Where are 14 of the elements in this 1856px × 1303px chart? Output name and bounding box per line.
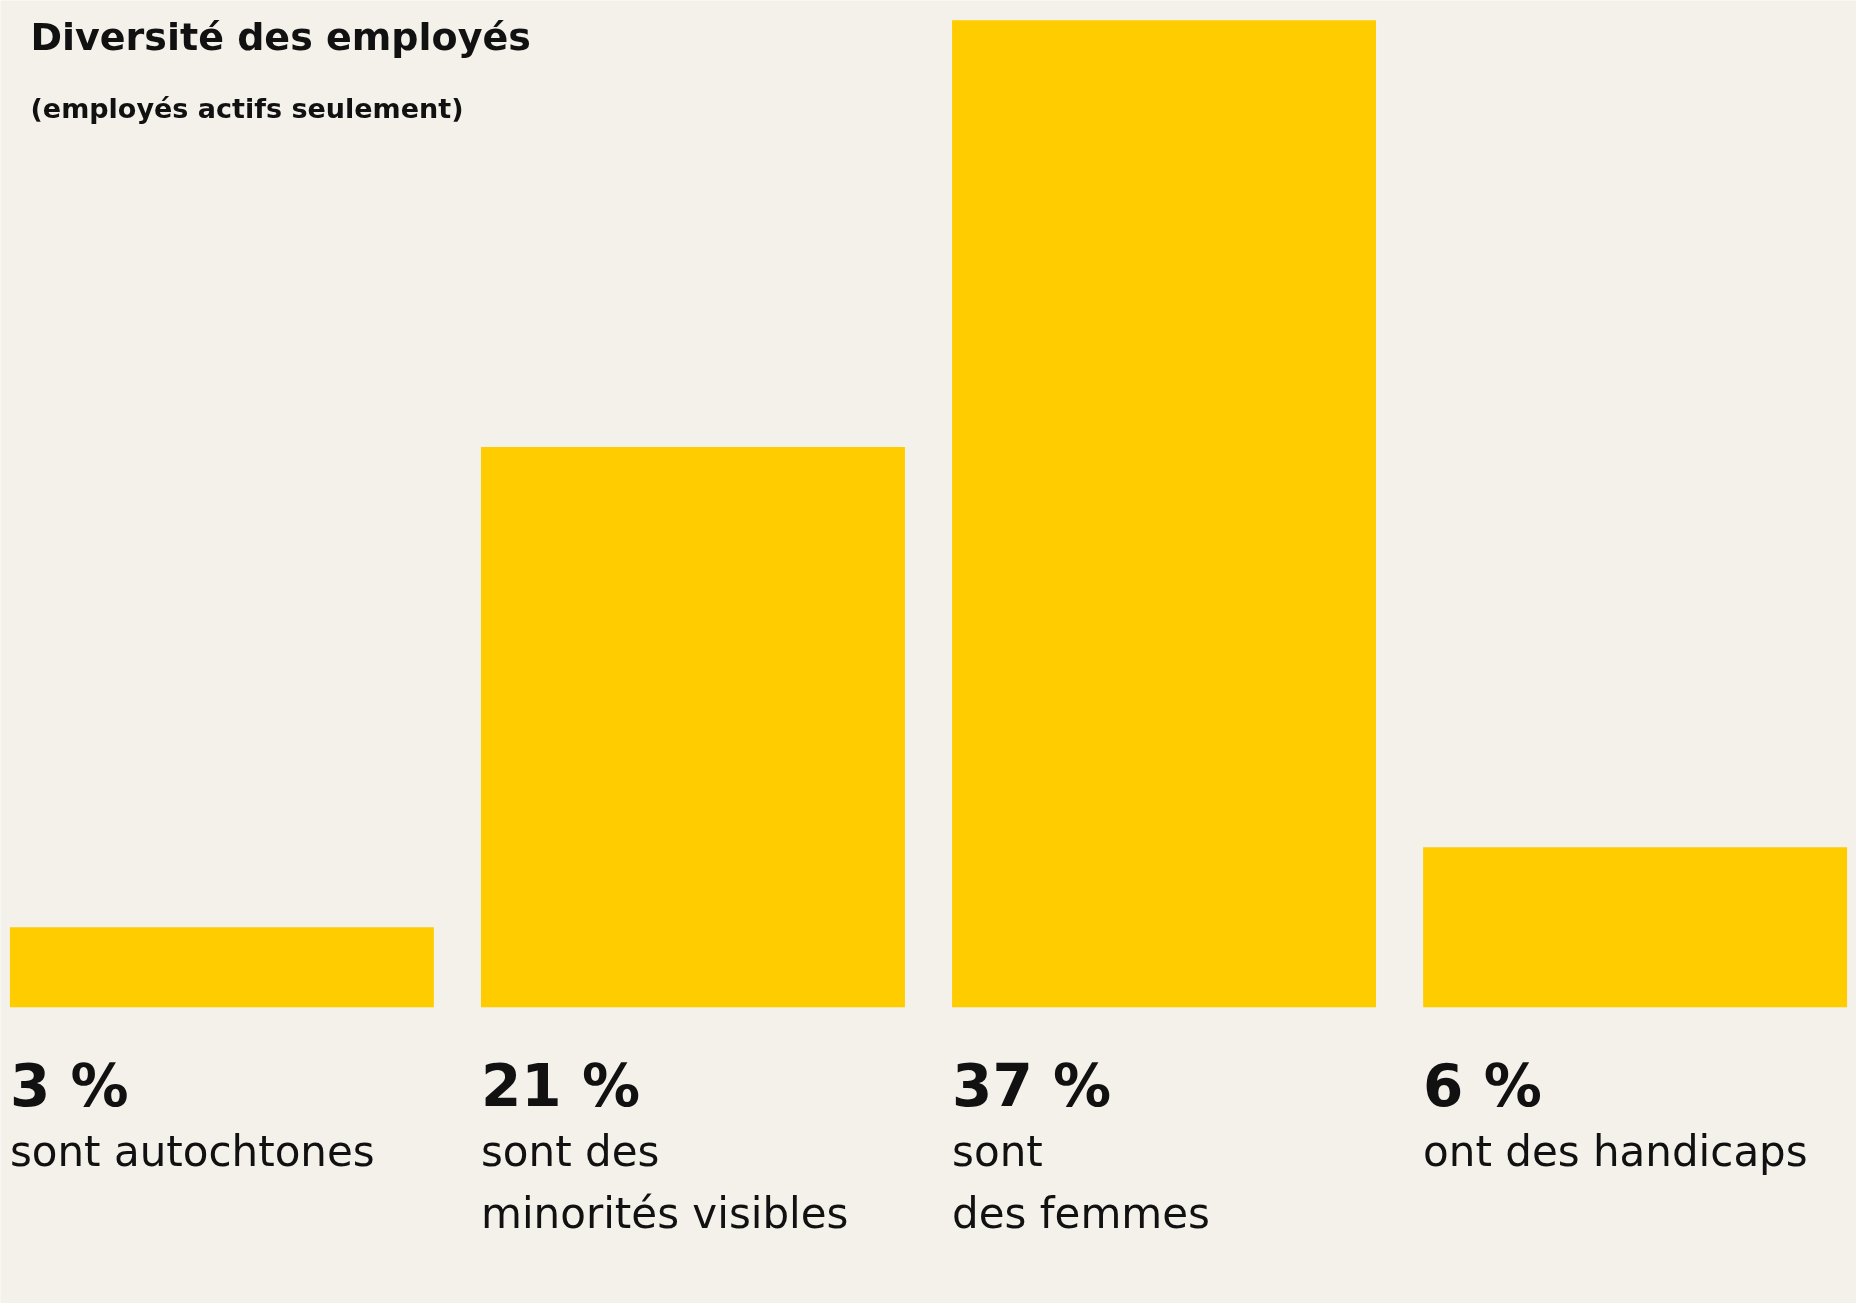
bar: [480, 447, 905, 1008]
data-label: 21 %: [480, 1052, 641, 1121]
x-tick-label: ont des handicaps: [1423, 1127, 1808, 1177]
data-label: 37 %: [952, 1052, 1112, 1121]
x-tick-label: sont des femmes: [952, 1127, 1210, 1238]
x-tick-label: sont autochtones: [9, 1127, 375, 1177]
x-tick-label: sont des minorités visibles: [480, 1127, 849, 1238]
data-label: 3 %: [9, 1052, 129, 1121]
bar: [952, 20, 1377, 1008]
text: (employés actifs seulement): [30, 92, 464, 124]
bar: [9, 927, 434, 1008]
chart-title: Diversité des employés: [30, 14, 531, 59]
data-label: 6 %: [1423, 1052, 1542, 1121]
bar: [1423, 847, 1848, 1008]
